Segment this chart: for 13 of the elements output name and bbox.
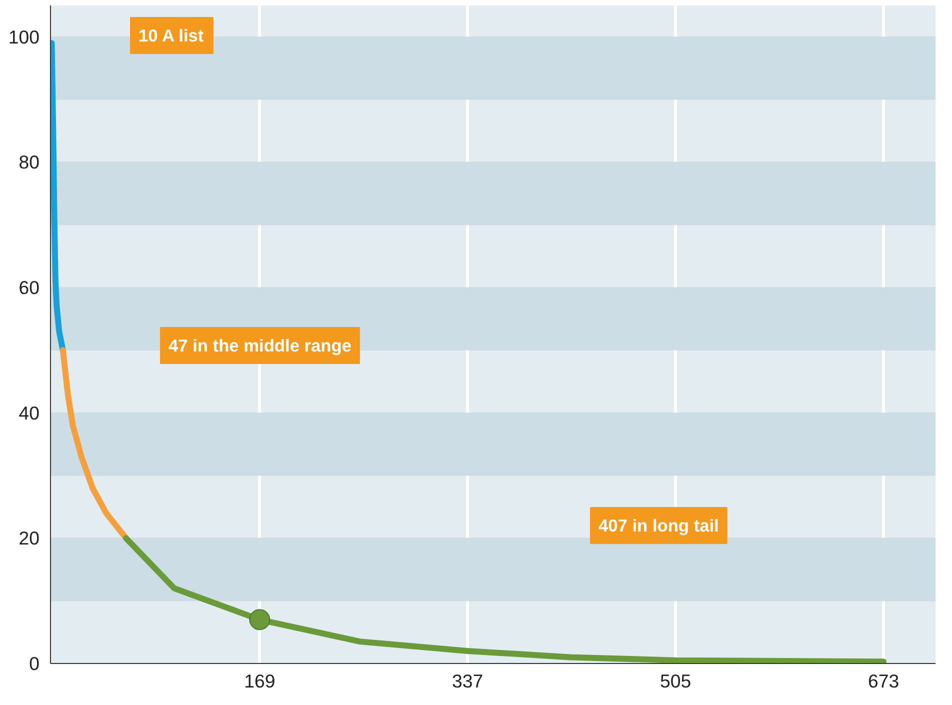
- x-tick-label: 337: [452, 670, 484, 692]
- x-tick-label: 169: [244, 670, 276, 692]
- annotation: 10 A list: [138, 26, 204, 46]
- x-tick-label: 505: [660, 670, 692, 692]
- y-tick-label: 0: [29, 653, 40, 674]
- y-tick-label: 100: [8, 26, 40, 48]
- x-tick-label: 673: [868, 670, 900, 692]
- y-tick-label: 40: [18, 402, 40, 424]
- y-tick-label: 60: [18, 277, 40, 298]
- y-tick-label: 20: [18, 528, 40, 549]
- annotation: 47 in the middle range: [168, 336, 352, 356]
- annotation: 407 in long tail: [598, 516, 719, 536]
- y-tick-label: 80: [18, 152, 40, 173]
